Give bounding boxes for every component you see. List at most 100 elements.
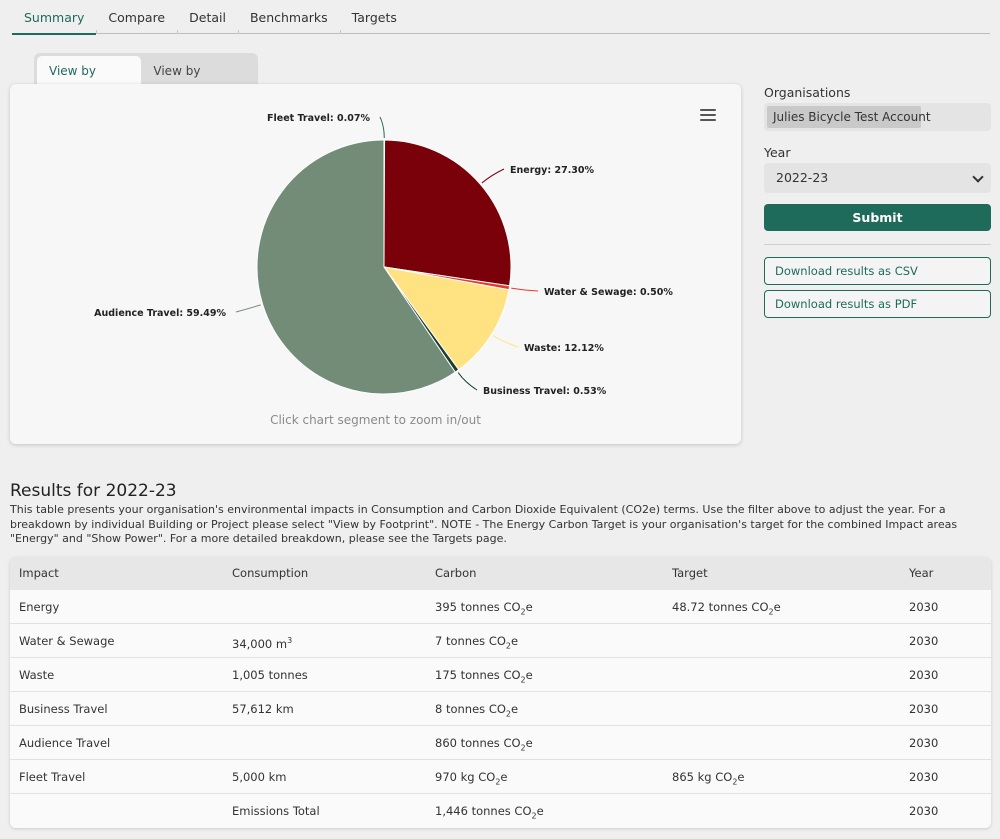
pie-label-business-travel: Business Travel: 0.53% [483,386,607,397]
tab-view-by-footprint[interactable]: View by footprint [153,64,205,108]
cell-consumption: 34,000 m3 [232,624,292,661]
results-table: Impact Consumption Carbon Target Year En… [10,557,991,828]
co2-suffix: e [511,634,519,648]
results-title: Results for 2022-23 [10,481,177,501]
pie-connector-line [511,287,539,292]
cell-impact: Water & Sewage [19,634,115,648]
consumption-text: 34,000 m [232,636,288,651]
header-impact: Impact [19,566,59,580]
chevron-down-icon [972,171,984,183]
header-year: Year [909,566,934,580]
consumption-text: 57,612 km [232,702,294,716]
pie-connector-line [457,372,478,391]
download-pdf-button[interactable]: Download results as PDF [764,290,991,318]
co2-text: 48.72 tonnes CO [672,600,769,614]
co2-text: 1,446 tonnes CO [435,804,532,818]
cell-carbon: 175 tonnes CO2e [435,658,533,697]
pie-label-fleet-travel: Fleet Travel: 0.07% [267,113,370,124]
cell-year: 2030 [909,702,939,716]
cell-year: 2030 [909,600,939,614]
co2-subscript: 2 [520,675,526,685]
cell-target: 865 kg CO2e [672,760,744,799]
cell-year: 2030 [909,736,939,750]
consumption-text: Emissions Total [232,804,320,818]
cell-consumption: Emissions Total [232,794,320,828]
consumption-text: 1,005 tonnes [232,668,308,682]
cell-consumption: 1,005 tonnes [232,658,308,692]
co2-subscript: 2 [520,607,526,617]
co2-suffix: e [773,600,781,614]
pie-label-water-sewage: Water & Sewage: 0.50% [544,287,673,298]
table-header: Impact Consumption Carbon Target Year [10,557,991,590]
cell-impact: Energy [19,600,60,614]
pie-label-audience-travel: Audience Travel: 59.49% [94,308,226,319]
cell-year: 2030 [909,804,939,818]
cell-impact: Audience Travel [19,736,111,750]
table-row: Business Travel 57,612 km 8 tonnes CO2e 203… [10,692,991,726]
pie-slice-waste[interactable] [382,266,510,371]
co2-text: 7 tonnes CO [435,634,506,648]
tab-summary[interactable]: Summary [12,0,97,35]
cell-carbon: 395 tonnes CO2e [435,590,533,629]
cell-impact: Business Travel [19,702,108,716]
pie-connector-line [481,168,505,184]
organisation-chip[interactable]: Julies Bicycle Test Account [767,106,931,128]
pie-connector-line [379,116,385,139]
consumption-superscript: 3 [287,636,293,645]
submit-button[interactable]: Submit [764,204,991,231]
tab-view-by-impact[interactable]: View by impact [37,56,142,108]
cell-carbon: 1,446 tonnes CO2e [435,794,544,828]
chart-menu-icon[interactable] [700,109,716,123]
pie-slice-audience-travel[interactable] [256,139,456,395]
pie-connector-line [492,335,519,348]
tab-compare[interactable]: Compare [96,0,177,34]
cell-year: 2030 [909,770,939,784]
table-body: Energy 395 tonnes CO2e 48.72 tonnes CO2e 20… [10,590,991,828]
table-row: Audience Travel 860 tonnes CO2e 2030 [10,726,991,760]
co2-text: 8 tonnes CO [435,702,506,716]
co2-subscript: 2 [531,811,537,821]
cell-year: 2030 [909,634,939,648]
organisations-select[interactable]: Julies Bicycle Test Account [764,103,991,131]
view-toggle-tabs: View by impact View by footprint [34,53,258,108]
co2-subscript: 2 [732,777,738,787]
co2-suffix: e [500,770,508,784]
chart-caption: Click chart segment to zoom in/out [270,413,481,427]
cell-target: 48.72 tonnes CO2e [672,590,781,629]
header-consumption: Consumption [232,566,309,580]
table-row: Emissions Total 1,446 tonnes CO2e 2030 [10,794,991,828]
co2-subscript: 2 [495,777,501,787]
cell-year: 2030 [909,668,939,682]
co2-text: 860 tonnes CO [435,736,521,750]
tab-benchmarks[interactable]: Benchmarks [237,0,340,34]
co2-subscript: 2 [505,641,511,651]
cell-impact: Fleet Travel [19,770,86,784]
cell-carbon: 8 tonnes CO2e [435,692,518,731]
year-select[interactable]: 2022-23 [764,163,991,193]
chart-panel: Fleet Travel: 0.07% Energy: 27.30% Water &… [10,84,741,444]
tab-targets[interactable]: Targets [339,0,409,34]
table-row: Energy 395 tonnes CO2e 48.72 tonnes CO2e 20… [10,590,991,624]
co2-text: 970 kg CO [435,770,496,784]
co2-subscript: 2 [520,743,526,753]
co2-suffix: e [525,600,533,614]
pie-slice-energy[interactable] [383,139,512,287]
cell-consumption: 57,612 km [232,692,294,726]
consumption-text: 5,000 km [232,770,287,784]
year-label: Year [764,145,791,160]
organisations-label: Organisations [764,85,851,100]
co2-suffix: e [525,668,533,682]
co2-text: 865 kg CO [672,770,733,784]
main-tab-bar: Summary Compare Detail Benchmarks Target… [12,0,990,35]
cell-carbon: 7 tonnes CO2e [435,624,518,663]
download-csv-button[interactable]: Download results as CSV [764,257,991,285]
tab-detail[interactable]: Detail [177,0,238,34]
co2-suffix: e [525,736,533,750]
cell-carbon: 970 kg CO2e [435,760,507,799]
pie-chart: Fleet Travel: 0.07% Energy: 27.30% Water &… [94,113,673,397]
table-row: Fleet Travel 5,000 km 970 kg CO2e 865 kg CO… [10,760,991,794]
cell-carbon: 860 tonnes CO2e [435,726,533,765]
divider [764,244,991,245]
co2-suffix: e [737,770,745,784]
table-row: Water & Sewage 34,000 m3 7 tonnes CO2e 2030 [10,624,991,658]
